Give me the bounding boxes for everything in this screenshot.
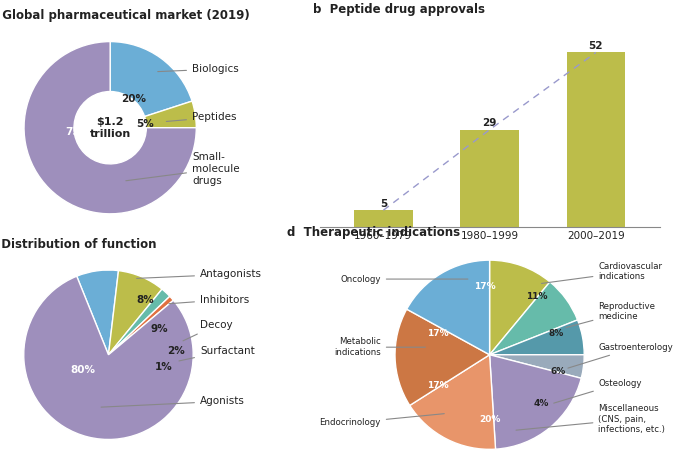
Text: Biologics: Biologics [158,64,239,74]
Text: 2%: 2% [167,345,185,356]
Text: 17%: 17% [474,282,496,291]
Text: Gastroenterology: Gastroenterology [568,342,673,368]
Text: Decoy: Decoy [183,320,233,341]
Text: 1%: 1% [154,362,173,372]
Text: $1.2
trillion: $1.2 trillion [90,117,131,139]
Text: Miscellaneous
(CNS, pain,
infections, etc.): Miscellaneous (CNS, pain, infections, et… [516,404,665,434]
Text: 75%: 75% [65,127,90,137]
Text: 11%: 11% [526,291,547,301]
Text: c  Distribution of function: c Distribution of function [0,237,156,251]
Text: Agonists: Agonists [101,396,245,407]
Wedge shape [490,355,584,378]
Wedge shape [110,42,192,116]
Text: 20%: 20% [479,414,500,424]
Wedge shape [490,355,581,449]
Text: 5: 5 [379,199,387,209]
Text: 9%: 9% [150,324,168,334]
Text: a  Global pharmaceutical market (2019): a Global pharmaceutical market (2019) [0,9,250,22]
Text: d  Therapeutic indications: d Therapeutic indications [286,226,460,239]
Text: Endocrinology: Endocrinology [320,414,444,428]
Text: 5%: 5% [136,119,154,129]
Text: 52: 52 [589,41,603,51]
Text: 4%: 4% [534,399,549,409]
Text: Metabolic
indications: Metabolic indications [334,337,425,357]
Text: Reproductive
medicine: Reproductive medicine [566,301,656,327]
Wedge shape [145,101,197,128]
Text: 17%: 17% [427,329,448,339]
Wedge shape [490,320,584,355]
Text: 17%: 17% [427,380,448,390]
Text: Inhibitors: Inhibitors [169,295,249,305]
Bar [460,130,519,227]
Wedge shape [109,296,173,355]
Bar [354,210,413,227]
Wedge shape [77,270,118,355]
Text: Cardiovascular
indications: Cardiovascular indications [541,262,662,283]
Bar [566,53,625,227]
Wedge shape [395,309,490,405]
Wedge shape [490,260,550,355]
Text: b  Peptide drug approvals: b Peptide drug approvals [313,3,485,17]
Wedge shape [109,289,170,355]
Text: Small-
molecule
drugs: Small- molecule drugs [126,152,239,186]
Text: Antagonists: Antagonists [137,269,262,279]
Wedge shape [410,355,496,449]
Text: Peptides: Peptides [167,113,237,123]
Wedge shape [24,276,193,439]
Text: 29: 29 [482,118,497,128]
Wedge shape [24,42,197,214]
Text: 6%: 6% [550,367,565,377]
Text: Surfactant: Surfactant [179,345,255,361]
Text: 20%: 20% [121,94,146,104]
Wedge shape [109,271,162,355]
Text: 8%: 8% [137,295,154,305]
Wedge shape [490,282,577,355]
Text: Oncology: Oncology [340,274,468,284]
Text: 8%: 8% [548,329,564,339]
Text: 80%: 80% [71,365,96,375]
Text: Osteology: Osteology [554,378,642,403]
Wedge shape [407,260,490,355]
